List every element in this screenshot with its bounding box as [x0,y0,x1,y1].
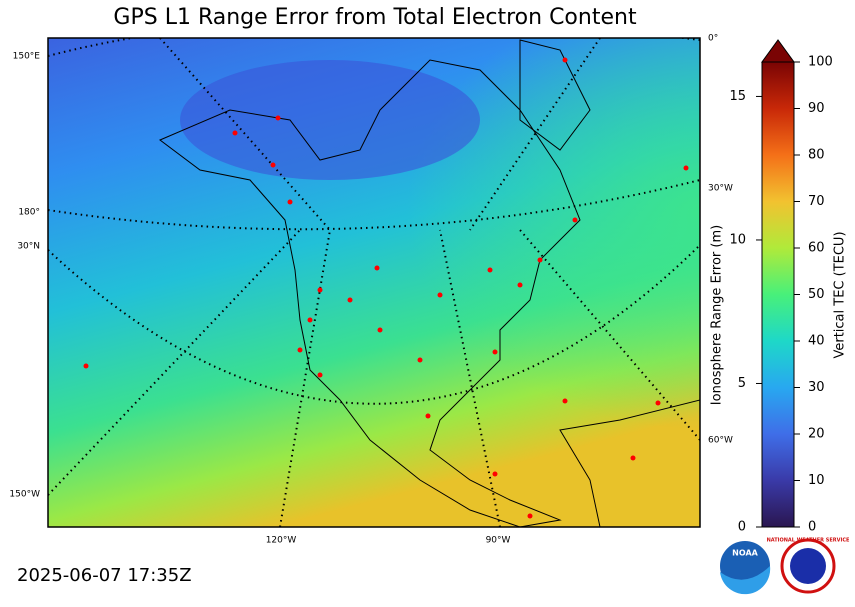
range-tick-label: 0 [738,520,746,535]
graticule-label: 30°N [17,242,40,252]
tec-tick-label: 30 [808,380,825,395]
graticule [48,38,700,527]
noaa-logo: NOAA [720,541,771,595]
nws-text: NATIONAL WEATHER SERVICE [767,538,850,544]
graticule-label: 150°W [9,490,40,500]
range-tick-label: 5 [738,376,746,391]
graticule-label: 120°W [266,536,297,546]
map [48,38,700,527]
colorbar-label: Vertical TEC (TECU) [833,231,848,358]
tec-tick-label: 70 [808,194,825,209]
tec-tick-label: 0 [808,520,816,535]
title: GPS L1 Range Error from Total Electron C… [113,5,637,30]
tec-tick-label: 100 [808,55,833,70]
range-tick-label: 15 [729,89,746,104]
graticule-label: 150°E [13,52,41,62]
graticule-label: 30°W [708,184,733,194]
tec-low [180,60,480,180]
colorbar-extend [761,39,795,63]
stations [83,57,689,519]
graticule-label: 180° [18,208,40,218]
map-frame [47,37,701,528]
tec-tick-label: 20 [808,427,825,442]
tec-tick-label: 40 [808,334,825,349]
graticule-label: 90°W [486,536,511,546]
coastline [159,59,581,527]
colorbar [761,61,795,528]
tec-tick-label: 50 [808,287,825,302]
tec-tick-label: 10 [808,473,825,488]
nws-logo: NATIONAL WEATHER SERVICE [767,538,850,594]
graticule-label: 60°W [708,436,733,446]
tec-tick-label: 90 [808,101,825,116]
noaa-text: NOAA [732,549,758,558]
coastline-south [559,399,700,527]
tec-tick-label: 80 [808,148,825,163]
tec-tick-label: 60 [808,241,825,256]
greenland [519,39,591,151]
range-axis-label: Ionosphere Range Error (m) [710,225,725,405]
range-tick-label: 10 [729,232,746,247]
timestamp: 2025-06-07 17:35Z [17,565,192,586]
graticule-label: 0° [708,34,718,44]
